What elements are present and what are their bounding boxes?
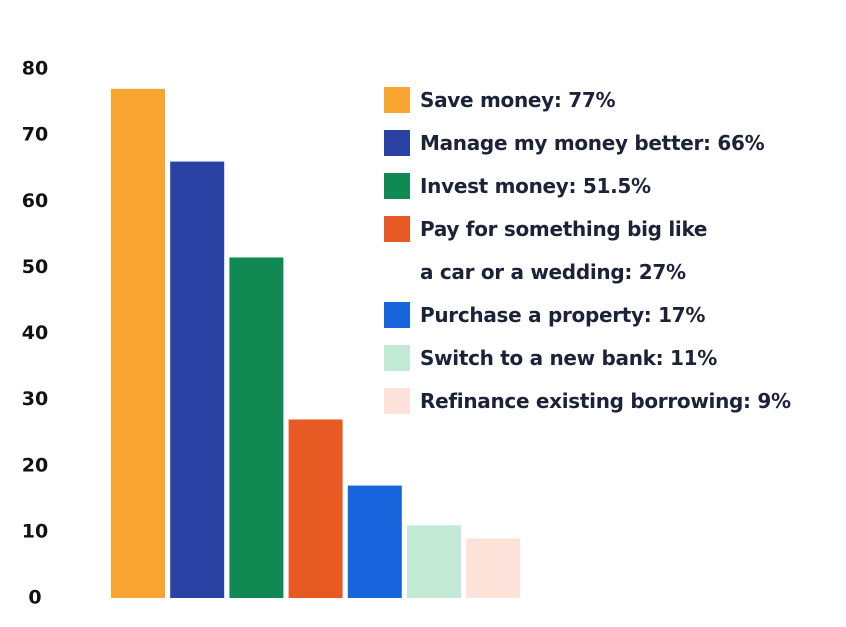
legend-label: Manage my money better: 66% <box>420 131 765 155</box>
y-tick-label: 40 <box>22 322 48 344</box>
y-tick-label: 10 <box>22 520 48 542</box>
y-tick-label: 70 <box>22 124 48 146</box>
bar <box>288 419 343 598</box>
legend-label: Pay for something big like a car or a we… <box>420 217 708 284</box>
legend-swatch <box>384 173 410 199</box>
legend-item: Refinance existing borrowing: 9% <box>384 380 791 423</box>
bar <box>347 485 402 598</box>
legend-swatch <box>384 345 410 371</box>
bar <box>170 161 225 598</box>
legend-swatch <box>384 87 410 113</box>
y-tick-label: 80 <box>22 58 48 80</box>
legend-item: Switch to a new bank: 11% <box>384 337 791 380</box>
legend-swatch <box>384 130 410 156</box>
legend-item: Invest money: 51.5% <box>384 165 791 208</box>
bar <box>466 538 521 598</box>
legend-label: Save money: 77% <box>420 88 616 112</box>
legend-swatch <box>384 302 410 328</box>
legend: Save money: 77% Manage my money better: 6… <box>384 79 791 423</box>
y-tick-label: 20 <box>22 454 48 476</box>
legend-item: Manage my money better: 66% <box>384 122 791 165</box>
y-tick-label: 0 <box>28 587 41 609</box>
y-tick-label: 30 <box>22 388 48 410</box>
legend-item: Pay for something big like a car or a we… <box>384 208 791 294</box>
legend-label: Invest money: 51.5% <box>420 174 651 198</box>
legend-label: Purchase a property: 17% <box>420 303 706 327</box>
bar <box>111 88 165 599</box>
bar <box>407 525 461 598</box>
bar <box>229 257 284 598</box>
legend-label: Switch to a new bank: 11% <box>420 346 718 370</box>
legend-item: Purchase a property: 17% <box>384 294 791 337</box>
y-tick-label: 60 <box>22 190 48 212</box>
y-tick-label: 50 <box>22 256 48 278</box>
legend-swatch <box>384 216 410 242</box>
legend-swatch <box>384 388 410 414</box>
legend-item: Save money: 77% <box>384 79 791 122</box>
legend-label: Refinance existing borrowing: 9% <box>420 389 791 413</box>
